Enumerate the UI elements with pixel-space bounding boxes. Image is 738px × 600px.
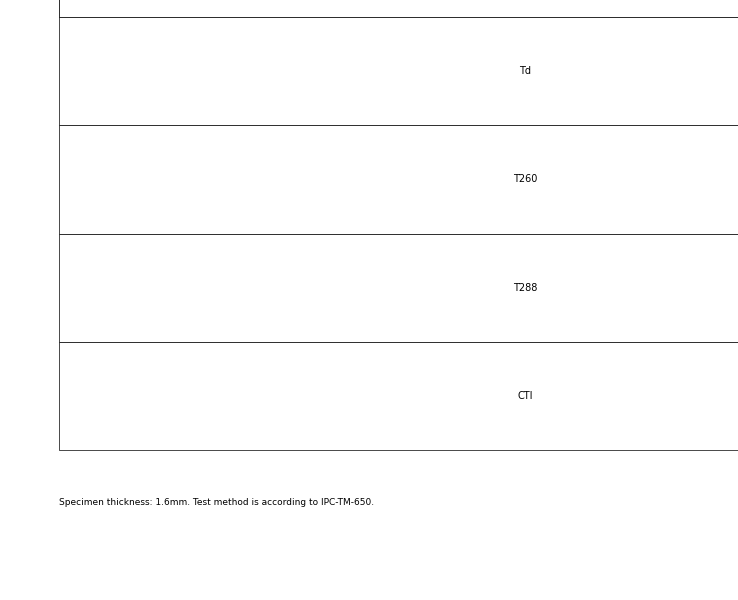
Bar bbox=[59, 125, 738, 233]
Bar bbox=[59, 233, 738, 342]
Bar bbox=[59, 17, 738, 125]
Bar bbox=[59, 0, 738, 17]
Bar bbox=[59, 342, 738, 450]
Text: CTI: CTI bbox=[517, 391, 533, 401]
Text: T260: T260 bbox=[513, 175, 537, 184]
Text: T288: T288 bbox=[513, 283, 537, 293]
Bar bbox=[59, 0, 738, 17]
Text: Td: Td bbox=[520, 66, 531, 76]
Text: Specimen thickness: 1.6mm. Test method is according to IPC-TM-650.: Specimen thickness: 1.6mm. Test method i… bbox=[59, 498, 374, 507]
